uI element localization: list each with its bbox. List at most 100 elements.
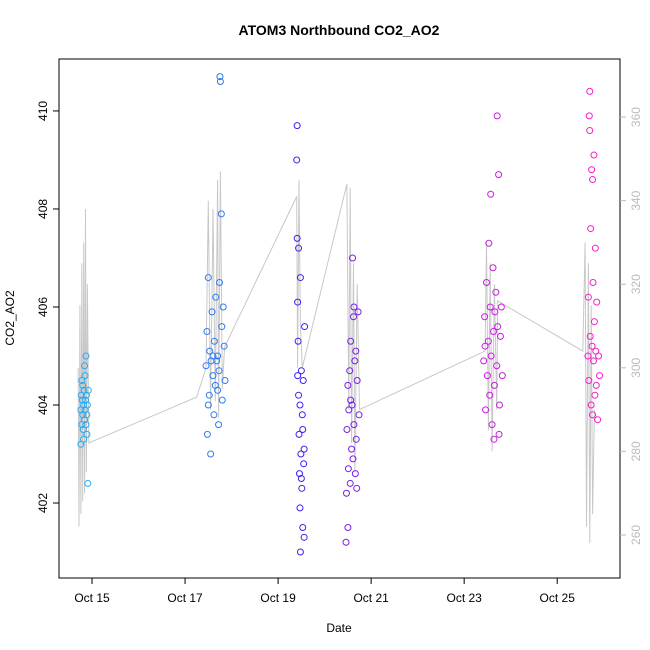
point — [294, 372, 302, 380]
point — [493, 112, 501, 120]
x-tick-label: Oct 23 — [446, 591, 482, 605]
point — [300, 445, 308, 453]
point — [491, 308, 499, 316]
point — [589, 176, 597, 184]
point — [496, 401, 504, 409]
point — [348, 445, 356, 453]
point — [297, 450, 305, 458]
point — [590, 318, 598, 326]
point — [584, 293, 592, 301]
point — [342, 489, 350, 497]
point — [486, 391, 494, 399]
y2-tick-label: 360 — [629, 107, 643, 127]
point — [301, 323, 309, 331]
x-tick-label: Oct 19 — [260, 591, 296, 605]
point — [78, 396, 86, 404]
point — [496, 332, 504, 340]
point — [215, 421, 223, 429]
point — [485, 239, 493, 247]
point — [299, 426, 307, 434]
point — [293, 234, 301, 242]
point — [300, 460, 308, 468]
point — [347, 396, 355, 404]
point — [208, 308, 216, 316]
point — [215, 278, 223, 286]
point — [81, 372, 89, 380]
point — [585, 376, 593, 384]
x-tick-label: Oct 17 — [167, 591, 203, 605]
point — [482, 278, 490, 286]
point — [591, 244, 599, 252]
point — [293, 156, 301, 164]
point — [206, 347, 214, 355]
point — [294, 298, 302, 306]
point — [82, 421, 90, 429]
y-tick-label: 410 — [36, 101, 50, 121]
point — [493, 362, 501, 370]
point — [204, 274, 212, 282]
point — [488, 421, 496, 429]
point — [350, 421, 358, 429]
point — [83, 411, 91, 419]
point — [347, 337, 355, 345]
point — [217, 210, 225, 218]
point — [79, 381, 87, 389]
point — [299, 524, 307, 532]
point — [349, 455, 357, 463]
point — [495, 430, 503, 438]
point — [218, 323, 226, 331]
point — [296, 504, 304, 512]
point — [205, 391, 213, 399]
point — [355, 411, 363, 419]
point — [487, 352, 495, 360]
point — [221, 376, 229, 384]
point — [490, 435, 498, 443]
point — [584, 352, 592, 360]
point — [344, 381, 352, 389]
point — [84, 479, 92, 487]
point — [213, 357, 221, 365]
point — [294, 337, 302, 345]
point — [589, 278, 597, 286]
point — [589, 411, 597, 419]
point — [77, 440, 85, 448]
point — [346, 479, 354, 487]
line-series — [77, 171, 595, 544]
y-axis-label: CO2_AO2 — [3, 290, 17, 346]
point — [586, 332, 594, 340]
x-tick-label: Oct 15 — [74, 591, 110, 605]
point — [495, 171, 503, 179]
point — [351, 357, 359, 365]
point — [494, 323, 502, 331]
point — [210, 411, 218, 419]
point — [349, 254, 357, 262]
point — [484, 337, 492, 345]
point — [344, 465, 352, 473]
point — [219, 303, 227, 311]
point — [296, 548, 304, 556]
point — [489, 327, 497, 335]
point — [481, 313, 489, 321]
point — [590, 151, 598, 159]
point — [483, 372, 491, 380]
point — [214, 352, 222, 360]
y2-tick-label: 300 — [629, 357, 643, 377]
point — [497, 303, 505, 311]
point — [587, 225, 595, 233]
point — [83, 401, 91, 409]
point — [352, 435, 360, 443]
point — [204, 401, 212, 409]
point — [345, 406, 353, 414]
point — [82, 352, 90, 360]
y-tick-label: 404 — [36, 395, 50, 415]
point — [81, 362, 89, 370]
point — [486, 303, 494, 311]
point — [589, 357, 597, 365]
point — [591, 391, 599, 399]
y2-tick-label: 340 — [629, 190, 643, 210]
point — [343, 426, 351, 434]
point — [295, 244, 303, 252]
y2-tick-label: 320 — [629, 274, 643, 294]
point — [212, 293, 220, 301]
